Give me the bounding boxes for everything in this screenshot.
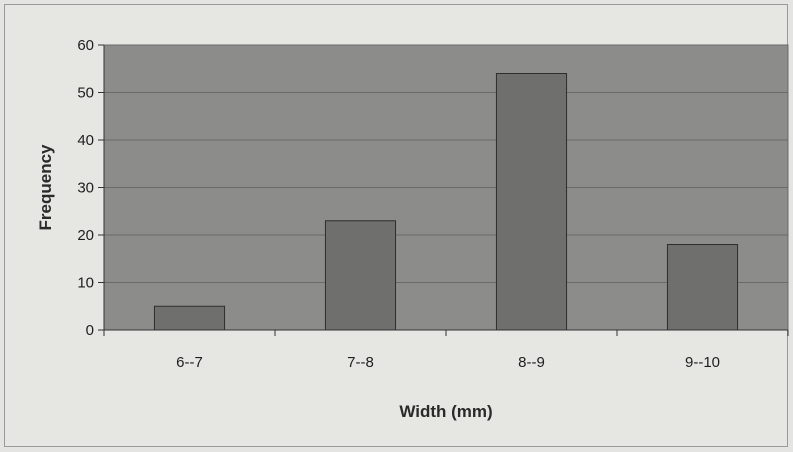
y-tick-label: 50 [77,85,94,102]
y-tick-label: 40 [77,132,94,149]
bar-9--10 [666,244,739,331]
gridlines [104,44,788,283]
x-tick-labels: 6--7 7--8 8--9 9--10 [176,354,720,371]
bar-8--9 [495,73,568,331]
y-tick-label: 10 [77,275,94,292]
x-axis-title: Width (mm) [399,402,492,421]
y-tick-label: 60 [77,37,94,54]
y-tick-labels: 0 10 20 30 40 50 60 [77,37,94,339]
x-tick-label: 6--7 [176,354,203,371]
y-tick-label: 0 [86,322,94,339]
bar-6--7 [153,305,226,331]
axes [98,44,789,336]
x-tick-label: 8--9 [518,354,545,371]
bar-7--8 [324,220,397,331]
bars [153,73,739,331]
x-tick-label: 9--10 [685,354,720,371]
x-tick-label: 7--8 [347,354,374,371]
y-tick-label: 20 [77,227,94,244]
y-tick-label: 30 [77,180,94,197]
y-axis-title: Frequency [36,144,55,231]
